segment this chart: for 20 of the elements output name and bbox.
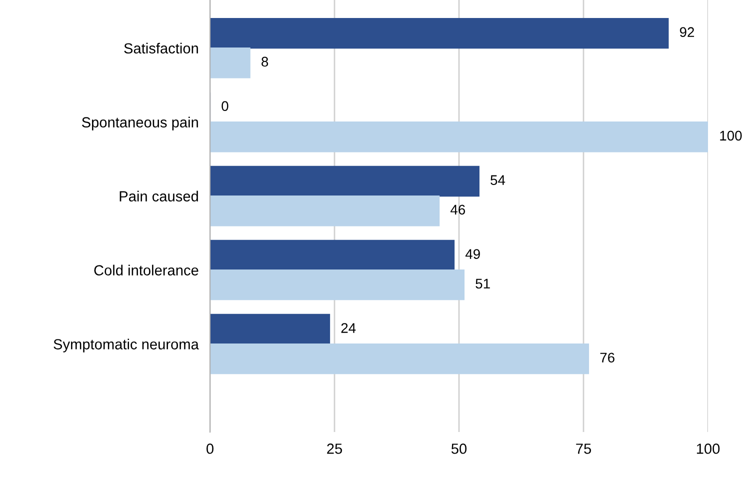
x-tick-label: 50 xyxy=(451,444,467,454)
y-tick-label: Pain caused xyxy=(120,190,198,202)
data-label: 24 xyxy=(341,323,356,333)
data-label: 0 xyxy=(222,101,228,112)
x-tick-label: 75 xyxy=(576,444,591,454)
x-tick-label: 0 xyxy=(206,444,214,454)
data-label: 54 xyxy=(490,175,506,185)
x-tick-label: 100 xyxy=(696,444,720,454)
data-label: 8 xyxy=(262,56,268,67)
data-label: 100 xyxy=(720,130,742,141)
y-tick-label: Satisfaction xyxy=(124,42,198,54)
data-label: 92 xyxy=(680,27,694,38)
y-tick-label: Cold intolerance xyxy=(94,264,198,276)
data-label: 76 xyxy=(600,352,614,363)
x-tick-label: 25 xyxy=(327,444,342,454)
y-tick-label: Symptomatic neuroma xyxy=(54,338,199,352)
data-label: 49 xyxy=(465,249,480,259)
y-tick-label: Spontaneous pain xyxy=(82,116,198,130)
data-label: 46 xyxy=(450,204,466,215)
data-label: 51 xyxy=(476,278,490,289)
